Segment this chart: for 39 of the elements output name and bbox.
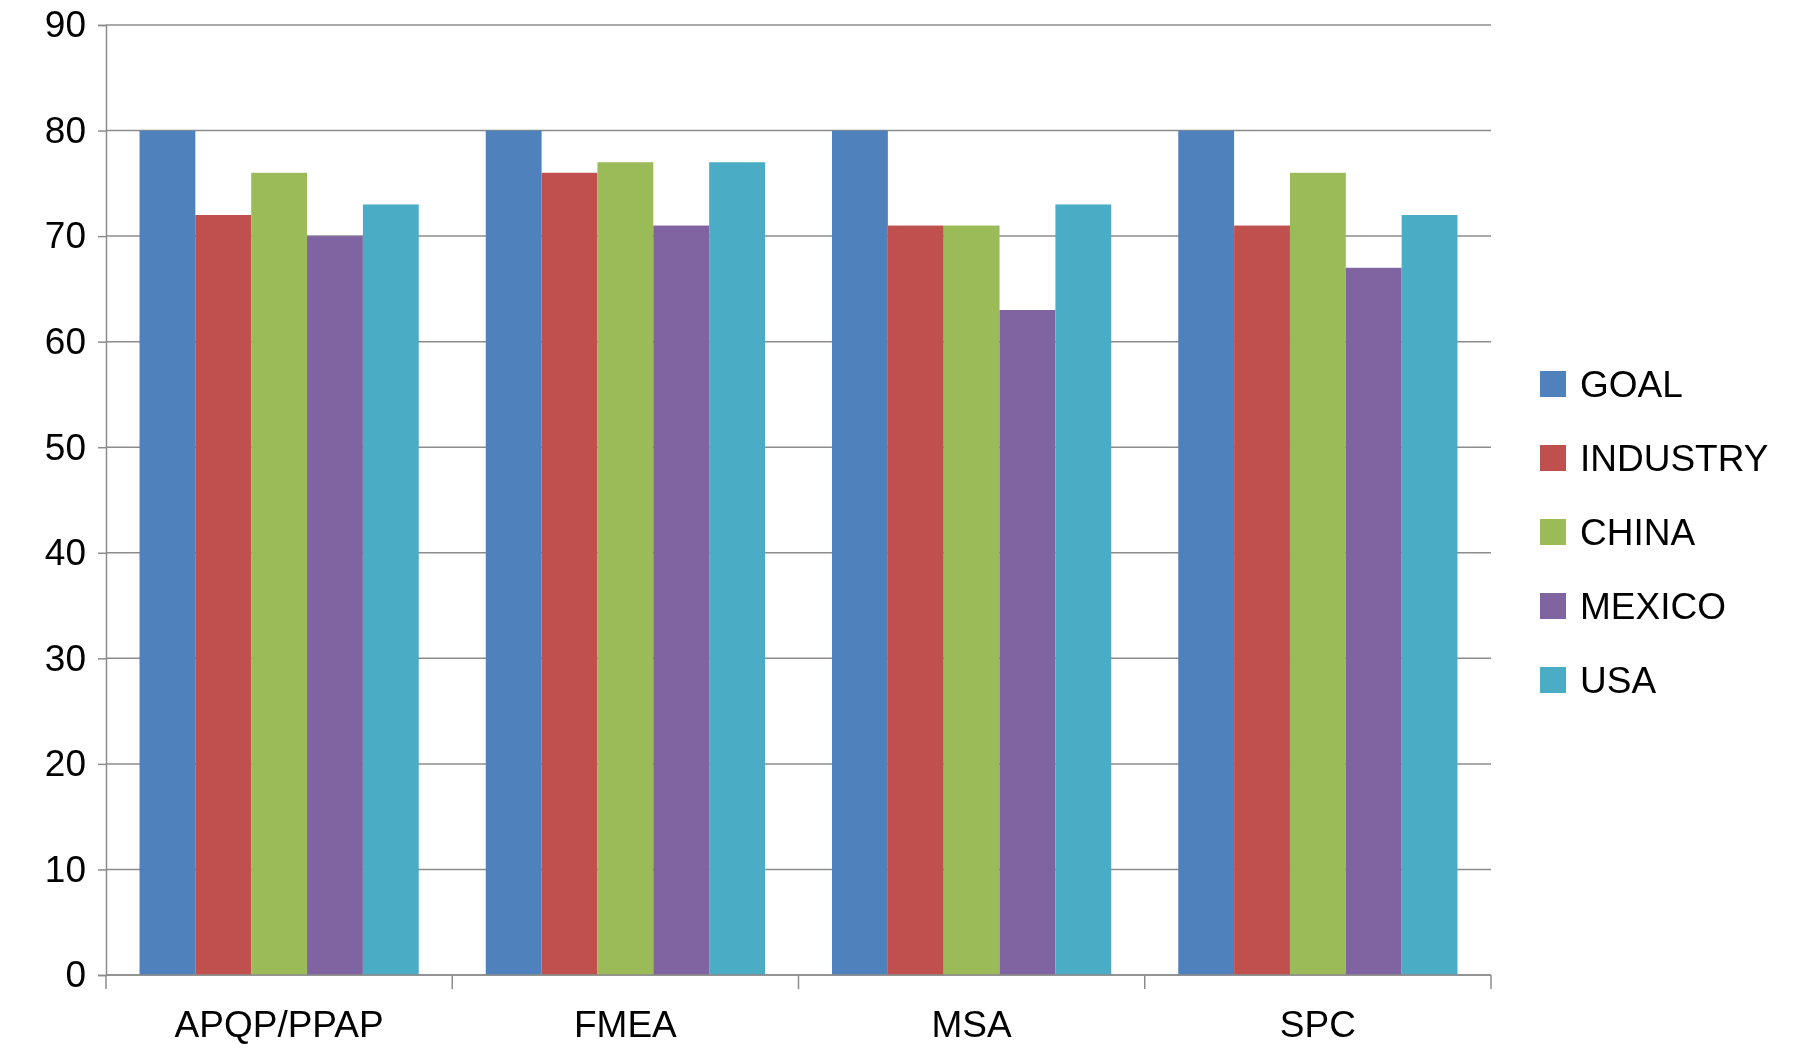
bar	[195, 215, 252, 975]
bar	[1345, 267, 1402, 975]
x-tick-label: APQP/PPAP	[174, 1004, 384, 1045]
y-tick-label: 10	[44, 848, 86, 890]
bar	[999, 310, 1056, 975]
bar	[943, 225, 1000, 975]
y-tick-label: 0	[65, 954, 86, 996]
y-tick-label: 90	[44, 4, 86, 46]
y-tick-label: 80	[44, 109, 86, 151]
bar	[1178, 130, 1235, 975]
bar	[653, 225, 710, 975]
legend-label: USA	[1580, 660, 1657, 701]
bar	[832, 130, 888, 975]
y-tick-label: 40	[44, 532, 86, 574]
legend-label: GOAL	[1580, 364, 1683, 405]
legend-label: MEXICO	[1580, 586, 1726, 627]
bar	[1289, 172, 1346, 975]
bar	[1234, 225, 1290, 975]
y-tick-label: 30	[44, 637, 86, 679]
x-tick-label: SPC	[1279, 1004, 1356, 1045]
bar	[597, 162, 654, 975]
bar	[362, 204, 419, 975]
y-tick-label: 60	[44, 321, 86, 363]
legend-label: INDUSTRY	[1580, 438, 1769, 479]
y-tick-label: 70	[44, 215, 86, 257]
y-tick-label: 20	[44, 743, 86, 785]
bar	[139, 130, 196, 975]
y-tick-label: 50	[44, 426, 86, 468]
bar	[1401, 215, 1458, 975]
bar	[485, 130, 542, 975]
bar	[1055, 204, 1112, 975]
bar	[307, 236, 363, 975]
bar	[887, 225, 944, 975]
bar	[251, 172, 308, 975]
bar	[541, 172, 598, 975]
bar	[709, 162, 765, 975]
x-tick-label: FMEA	[573, 1004, 678, 1045]
legend-label: CHINA	[1580, 512, 1696, 553]
x-tick-label: MSA	[931, 1004, 1013, 1045]
